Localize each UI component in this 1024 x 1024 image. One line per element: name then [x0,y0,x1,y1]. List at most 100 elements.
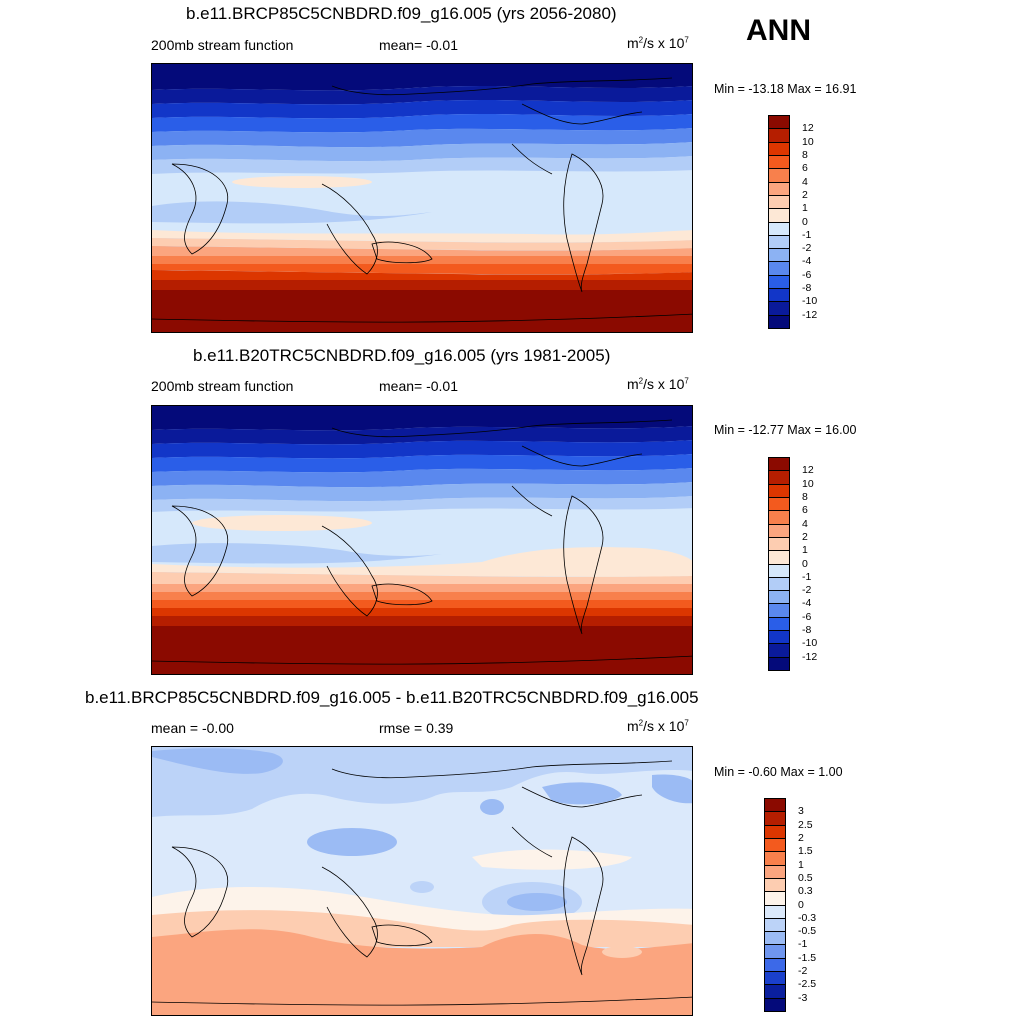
colorbar-cell [768,563,790,578]
colorbar-tick-label: 2 [802,188,808,201]
colorbar-cell [764,984,786,999]
panel-1-map [151,63,693,333]
colorbar-cell [768,590,790,605]
panel-3-title: b.e11.BRCP85C5CNBDRD.f09_g16.005 - b.e11… [85,688,699,707]
colorbar-tick-label: 1.5 [798,845,813,858]
colorbar-tick-label: 8 [802,148,808,161]
colorbar-tick-label: -12 [802,308,818,321]
colorbar-cell [764,917,786,933]
colorbar-cell [768,128,790,143]
colorbar-cell [764,798,786,813]
colorbar-tick-label: 10 [802,135,814,148]
colorbar-cell [768,470,790,485]
colorbar-cell [764,851,786,866]
colorbar-cell [768,154,790,170]
colorbar-cell [768,630,790,645]
colorbar-tick-label: -6 [802,610,812,623]
panel-2-units: m2/s x 107 [627,376,689,392]
panel-2-mean-label: mean= -0.01 [379,378,458,394]
colorbar-cell [768,616,790,632]
panel-3-colorbar: 3 2.5 2 1.5 1 0.5 0.3 0 -0.3 -0.5 -1 -1.5 -2 -2.5 -3 [764,798,816,1012]
panel-1-variable-label: 200mb stream function [151,37,294,53]
panel-3-minmax: Min = -0.60 Max = 1.00 [714,765,843,779]
colorbar-tick-label: -6 [802,268,812,281]
season-label: ANN [746,14,811,47]
panel-1-colorbar: 12 10 8 6 4 2 1 0 -1 -2 -4 -6 -8 -10 -12 [768,115,817,329]
colorbar-cell [768,457,790,472]
colorbar-tick-label: -1 [802,228,812,241]
colorbar-cell [764,997,786,1012]
colorbar-tick-label: 6 [802,162,808,175]
panel-2-title: b.e11.B20TRC5CNBDRD.f09_g16.005 (yrs 198… [193,346,611,365]
colorbar-tick-label: 6 [802,504,808,517]
panel-1-field [152,64,692,332]
colorbar-cell [768,576,790,592]
colorbar-tick-label: 2.5 [798,818,813,831]
colorbar-cell [768,274,790,290]
colorbar-tick-label: 8 [802,490,808,503]
colorbar-tick-label: -0.3 [798,911,817,924]
colorbar-cell [764,891,786,906]
colorbar-cell [764,957,786,973]
colorbar-cell [768,536,790,552]
colorbar-cell [768,643,790,658]
colorbar-tick-label: 3 [798,805,804,818]
colorbar-cell [768,288,790,303]
colorbar-cell [764,904,786,919]
panel-2-variable-label: 200mb stream function [151,378,294,394]
colorbar-cell [768,510,790,525]
colorbar-tick-label: 0 [802,557,808,570]
colorbar-tick-label: -8 [802,282,812,295]
panel-1-title: b.e11.BRCP85C5CNBDRD.f09_g16.005 (yrs 20… [186,4,617,23]
colorbar-tick-label: -1.5 [798,951,817,964]
colorbar-cell [768,208,790,223]
colorbar-cell [764,824,786,839]
colorbar-cell [768,496,790,512]
colorbar-cell [768,301,790,316]
colorbar-cell [764,931,786,946]
panel-3-rmse-label: rmse = 0.39 [379,720,454,736]
colorbar-tick-label: 0.5 [798,871,813,884]
colorbar-tick-label: 1 [798,858,804,871]
colorbar-tick-label: -2 [798,965,808,978]
colorbar-tick-label: -1 [798,938,808,951]
colorbar-tick-label: 1 [802,544,808,557]
colorbar-cell [764,864,786,879]
colorbar-tick-label: -10 [802,637,818,650]
colorbar-cell [768,194,790,210]
colorbar-cell [768,261,790,276]
colorbar-cell [764,811,786,826]
panel-1-mean-label: mean= -0.01 [379,37,458,53]
colorbar-cell [768,523,790,538]
colorbar-tick-label: -2 [802,242,812,255]
colorbar-tick-label: -3 [798,991,808,1004]
panel-3-units: m2/s x 107 [627,718,689,734]
colorbar-tick-label: 12 [802,122,814,135]
colorbar-tick-label: 1 [802,202,808,215]
panel-3-field [152,747,692,1015]
colorbar-cell [768,181,790,196]
panel-3-mean-label: mean = -0.00 [151,720,234,736]
colorbar-tick-label: 2 [802,530,808,543]
colorbar-tick-label: 0.3 [798,885,813,898]
colorbar-tick-label: -8 [802,624,812,637]
panel-2-colorbar: 12 10 8 6 4 2 1 0 -1 -2 -4 -6 -8 -10 -12 [768,457,817,671]
colorbar-cell [768,141,790,156]
colorbar-tick-label: 4 [802,175,808,188]
colorbar-tick-label: -10 [802,295,818,308]
colorbar-tick-label: 0 [798,898,804,911]
colorbar-cell [768,550,790,565]
colorbar-cell [768,248,790,263]
colorbar-cell [768,603,790,618]
colorbar-cell [764,877,786,893]
colorbar-tick-label: -2 [802,584,812,597]
colorbar-cell [764,944,786,959]
colorbar-cell [768,168,790,183]
colorbar-tick-label: -12 [802,650,818,663]
panel-3-map [151,746,693,1016]
colorbar-cell [768,314,790,329]
colorbar-cell [768,483,790,498]
colorbar-tick-label: 4 [802,517,808,530]
colorbar-tick-label: -4 [802,255,812,268]
colorbar-cell [764,837,786,853]
